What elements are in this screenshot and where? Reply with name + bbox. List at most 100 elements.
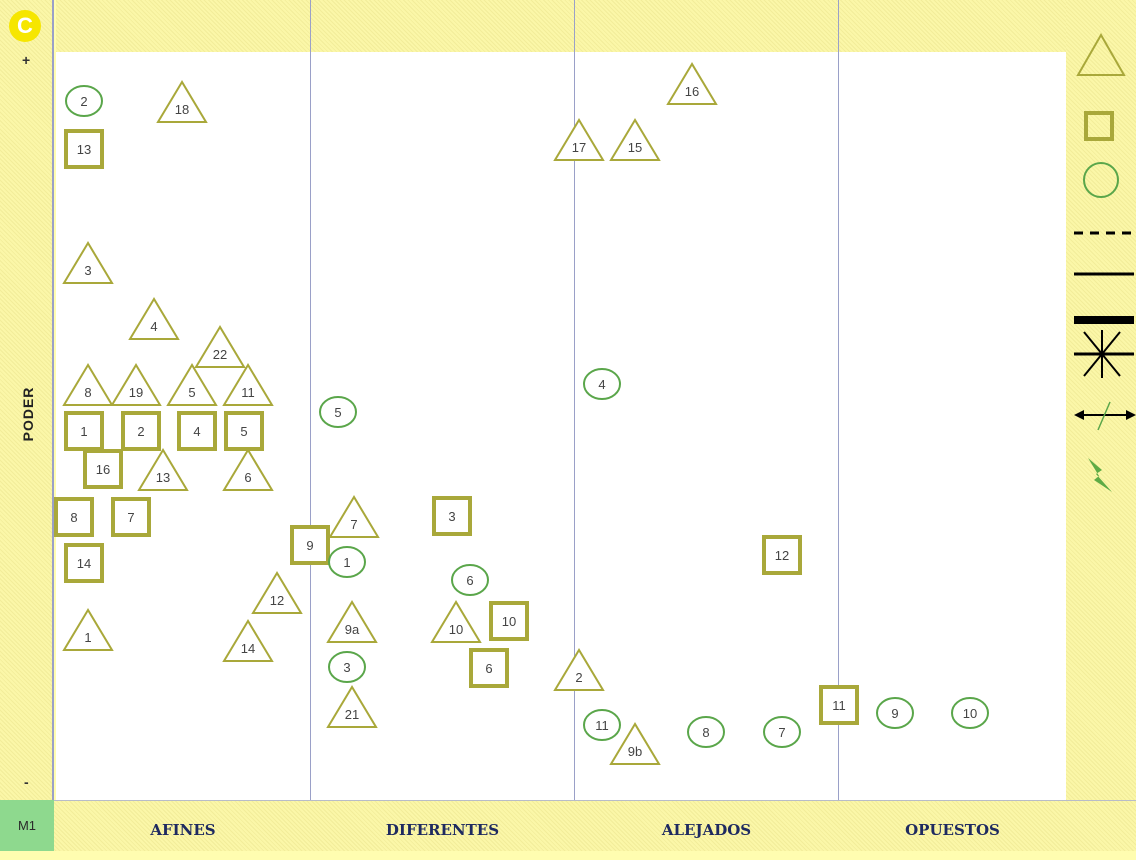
circle-icon[interactable]	[1083, 162, 1119, 198]
actor-triangle-5[interactable]: 5	[166, 363, 218, 406]
square-icon[interactable]	[1084, 111, 1114, 141]
actor-triangle-15[interactable]: 15	[609, 118, 661, 161]
actor-triangle-9a[interactable]: 9a	[326, 600, 378, 643]
circle-shape	[328, 651, 366, 683]
actor-triangle-14[interactable]: 14	[222, 619, 274, 662]
actor-triangle-1[interactable]: 1	[62, 608, 114, 651]
actor-triangle-21[interactable]: 21	[326, 685, 378, 728]
top-band	[56, 0, 1066, 52]
circle-shape	[319, 396, 357, 428]
actor-square-13[interactable]: 13	[64, 129, 104, 169]
actor-square-10[interactable]: 10	[489, 601, 529, 641]
actor-triangle-8[interactable]: 8	[62, 363, 114, 406]
actor-label: 13	[156, 470, 170, 485]
matrix-badge[interactable]: C	[9, 10, 41, 42]
actor-label: 6	[244, 470, 251, 485]
actor-label: 5	[188, 385, 195, 400]
square-shape	[224, 411, 264, 451]
legend-icons	[1074, 32, 1136, 492]
actor-label: 11	[832, 698, 846, 713]
actor-triangle-3[interactable]: 3	[62, 241, 114, 284]
actor-square-7[interactable]: 7	[111, 497, 151, 537]
divider-diferentes-alejados	[574, 0, 575, 800]
square-shape	[819, 685, 859, 725]
actor-square-14[interactable]: 14	[64, 543, 104, 583]
actor-circle-6[interactable]: 6	[451, 564, 489, 596]
actor-circle-3[interactable]: 3	[328, 651, 366, 683]
lightning-icon[interactable]	[1088, 458, 1112, 492]
square-shape	[64, 411, 104, 451]
actor-triangle-16[interactable]: 16	[666, 62, 718, 105]
actor-label: 7	[127, 510, 134, 525]
actor-label: 15	[628, 140, 642, 155]
actor-square-12[interactable]: 12	[762, 535, 802, 575]
bottom-divider	[0, 800, 1136, 801]
actor-label: 3	[448, 509, 455, 524]
actor-label: 11	[241, 385, 255, 400]
triangle-shape	[328, 495, 380, 538]
actor-square-6[interactable]: 6	[469, 648, 509, 688]
actor-triangle-13[interactable]: 13	[137, 448, 189, 491]
triangle-shape	[110, 363, 162, 406]
actor-triangle-6[interactable]: 6	[222, 448, 274, 491]
actor-label: 8	[70, 510, 77, 525]
actor-circle-9[interactable]: 9	[876, 697, 914, 729]
actor-circle-5[interactable]: 5	[319, 396, 357, 428]
legend-panel	[1066, 0, 1136, 800]
actor-square-2[interactable]: 2	[121, 411, 161, 451]
actor-triangle-22[interactable]: 22	[194, 325, 246, 368]
actor-circle-2[interactable]: 2	[65, 85, 103, 117]
actor-triangle-9b[interactable]: 9b	[609, 722, 661, 765]
actor-label: 10	[502, 614, 516, 629]
actor-square-11[interactable]: 11	[819, 685, 859, 725]
actor-triangle-7[interactable]: 7	[328, 495, 380, 538]
actor-circle-7[interactable]: 7	[763, 716, 801, 748]
actor-triangle-4[interactable]: 4	[128, 297, 180, 340]
actor-label: 10	[963, 706, 977, 721]
actor-triangle-18[interactable]: 18	[156, 80, 208, 123]
actor-triangle-11[interactable]: 11	[222, 363, 274, 406]
divider-alejados-opuestos	[838, 0, 839, 800]
actor-square-1[interactable]: 1	[64, 411, 104, 451]
square-shape	[432, 496, 472, 536]
actor-label: 19	[129, 385, 143, 400]
circle-shape	[65, 85, 103, 117]
actor-label: 12	[775, 548, 789, 563]
triangle-shape	[166, 363, 218, 406]
actor-circle-10[interactable]: 10	[951, 697, 989, 729]
actor-circle-11[interactable]: 11	[583, 709, 621, 741]
divider-afines-diferentes	[310, 0, 311, 800]
actor-label: 21	[345, 707, 359, 722]
actor-square-16[interactable]: 16	[83, 449, 123, 489]
triangle-shape	[222, 448, 274, 491]
actor-circle-1[interactable]: 1	[328, 546, 366, 578]
double-arrow-broken-icon[interactable]	[1074, 401, 1136, 431]
actor-square-4[interactable]: 4	[177, 411, 217, 451]
circle-shape	[763, 716, 801, 748]
actor-square-5[interactable]: 5	[224, 411, 264, 451]
actor-square-9[interactable]: 9	[290, 525, 330, 565]
actor-label: 10	[449, 622, 463, 637]
actor-label: 2	[137, 424, 144, 439]
actor-square-3[interactable]: 3	[432, 496, 472, 536]
actor-circle-8[interactable]: 8	[687, 716, 725, 748]
triangle-shape	[553, 648, 605, 691]
actor-triangle-10[interactable]: 10	[430, 600, 482, 643]
broken-line-icon[interactable]	[1074, 330, 1134, 378]
square-shape	[83, 449, 123, 489]
actor-triangle-19[interactable]: 19	[110, 363, 162, 406]
triangle-shape	[430, 600, 482, 643]
actor-triangle-12[interactable]: 12	[251, 571, 303, 614]
actor-label: 1	[84, 630, 91, 645]
triangle-shape	[137, 448, 189, 491]
actor-triangle-2[interactable]: 2	[553, 648, 605, 691]
actor-triangle-17[interactable]: 17	[553, 118, 605, 161]
actor-circle-4[interactable]: 4	[583, 368, 621, 400]
power-axis-band	[0, 0, 54, 800]
actor-label: 17	[572, 140, 586, 155]
triangle-icon[interactable]	[1076, 32, 1126, 76]
actor-label: 4	[150, 319, 157, 334]
matrix-tab[interactable]: M1	[0, 800, 54, 851]
actor-square-8[interactable]: 8	[54, 497, 94, 537]
actor-label: 1	[80, 424, 87, 439]
